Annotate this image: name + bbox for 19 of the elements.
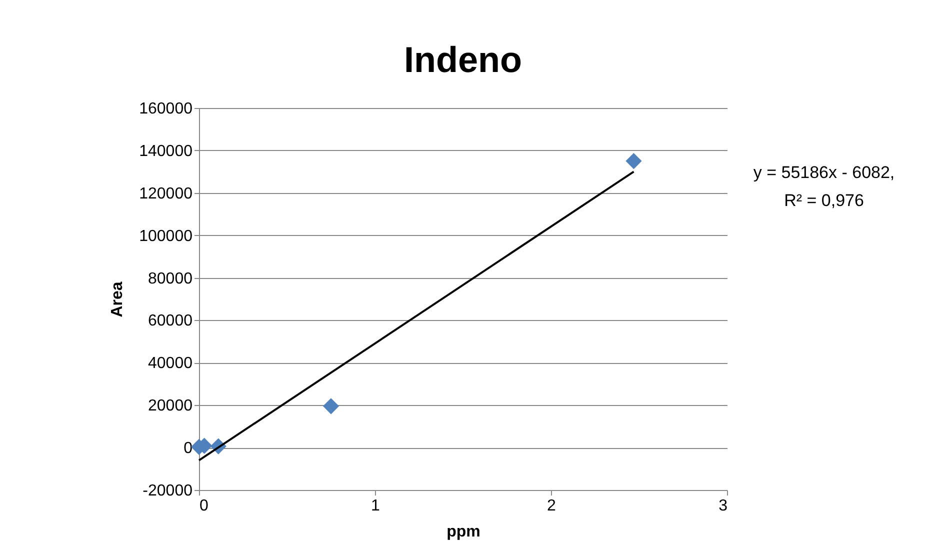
y-tick-label: 40000 xyxy=(148,355,193,372)
x-tick-label: 0 xyxy=(200,498,208,514)
chart-title: Indeno xyxy=(404,39,522,80)
text: R² = 0,976 xyxy=(784,191,864,210)
x-tick-label: 2 xyxy=(547,498,556,514)
y-tick-label: 20000 xyxy=(148,398,193,415)
y-axis-title: Area xyxy=(109,282,126,318)
y-tick-label: 140000 xyxy=(139,142,193,160)
y-tick-label: 0 xyxy=(184,440,193,458)
y-tick-label: 160000 xyxy=(139,100,193,118)
y-tick-label: 60000 xyxy=(148,312,193,330)
x-tick-label: 3 xyxy=(718,498,728,514)
y-tick-label: 120000 xyxy=(139,185,193,202)
x-axis-title: ppm xyxy=(446,524,480,540)
text: y = 55186x - 6082, xyxy=(753,163,895,182)
y-tick-label: -20000 xyxy=(142,482,193,500)
y-tick-label: 100000 xyxy=(139,228,193,245)
y-tick-label: 80000 xyxy=(148,270,193,288)
x-tick-label: 1 xyxy=(371,498,380,514)
